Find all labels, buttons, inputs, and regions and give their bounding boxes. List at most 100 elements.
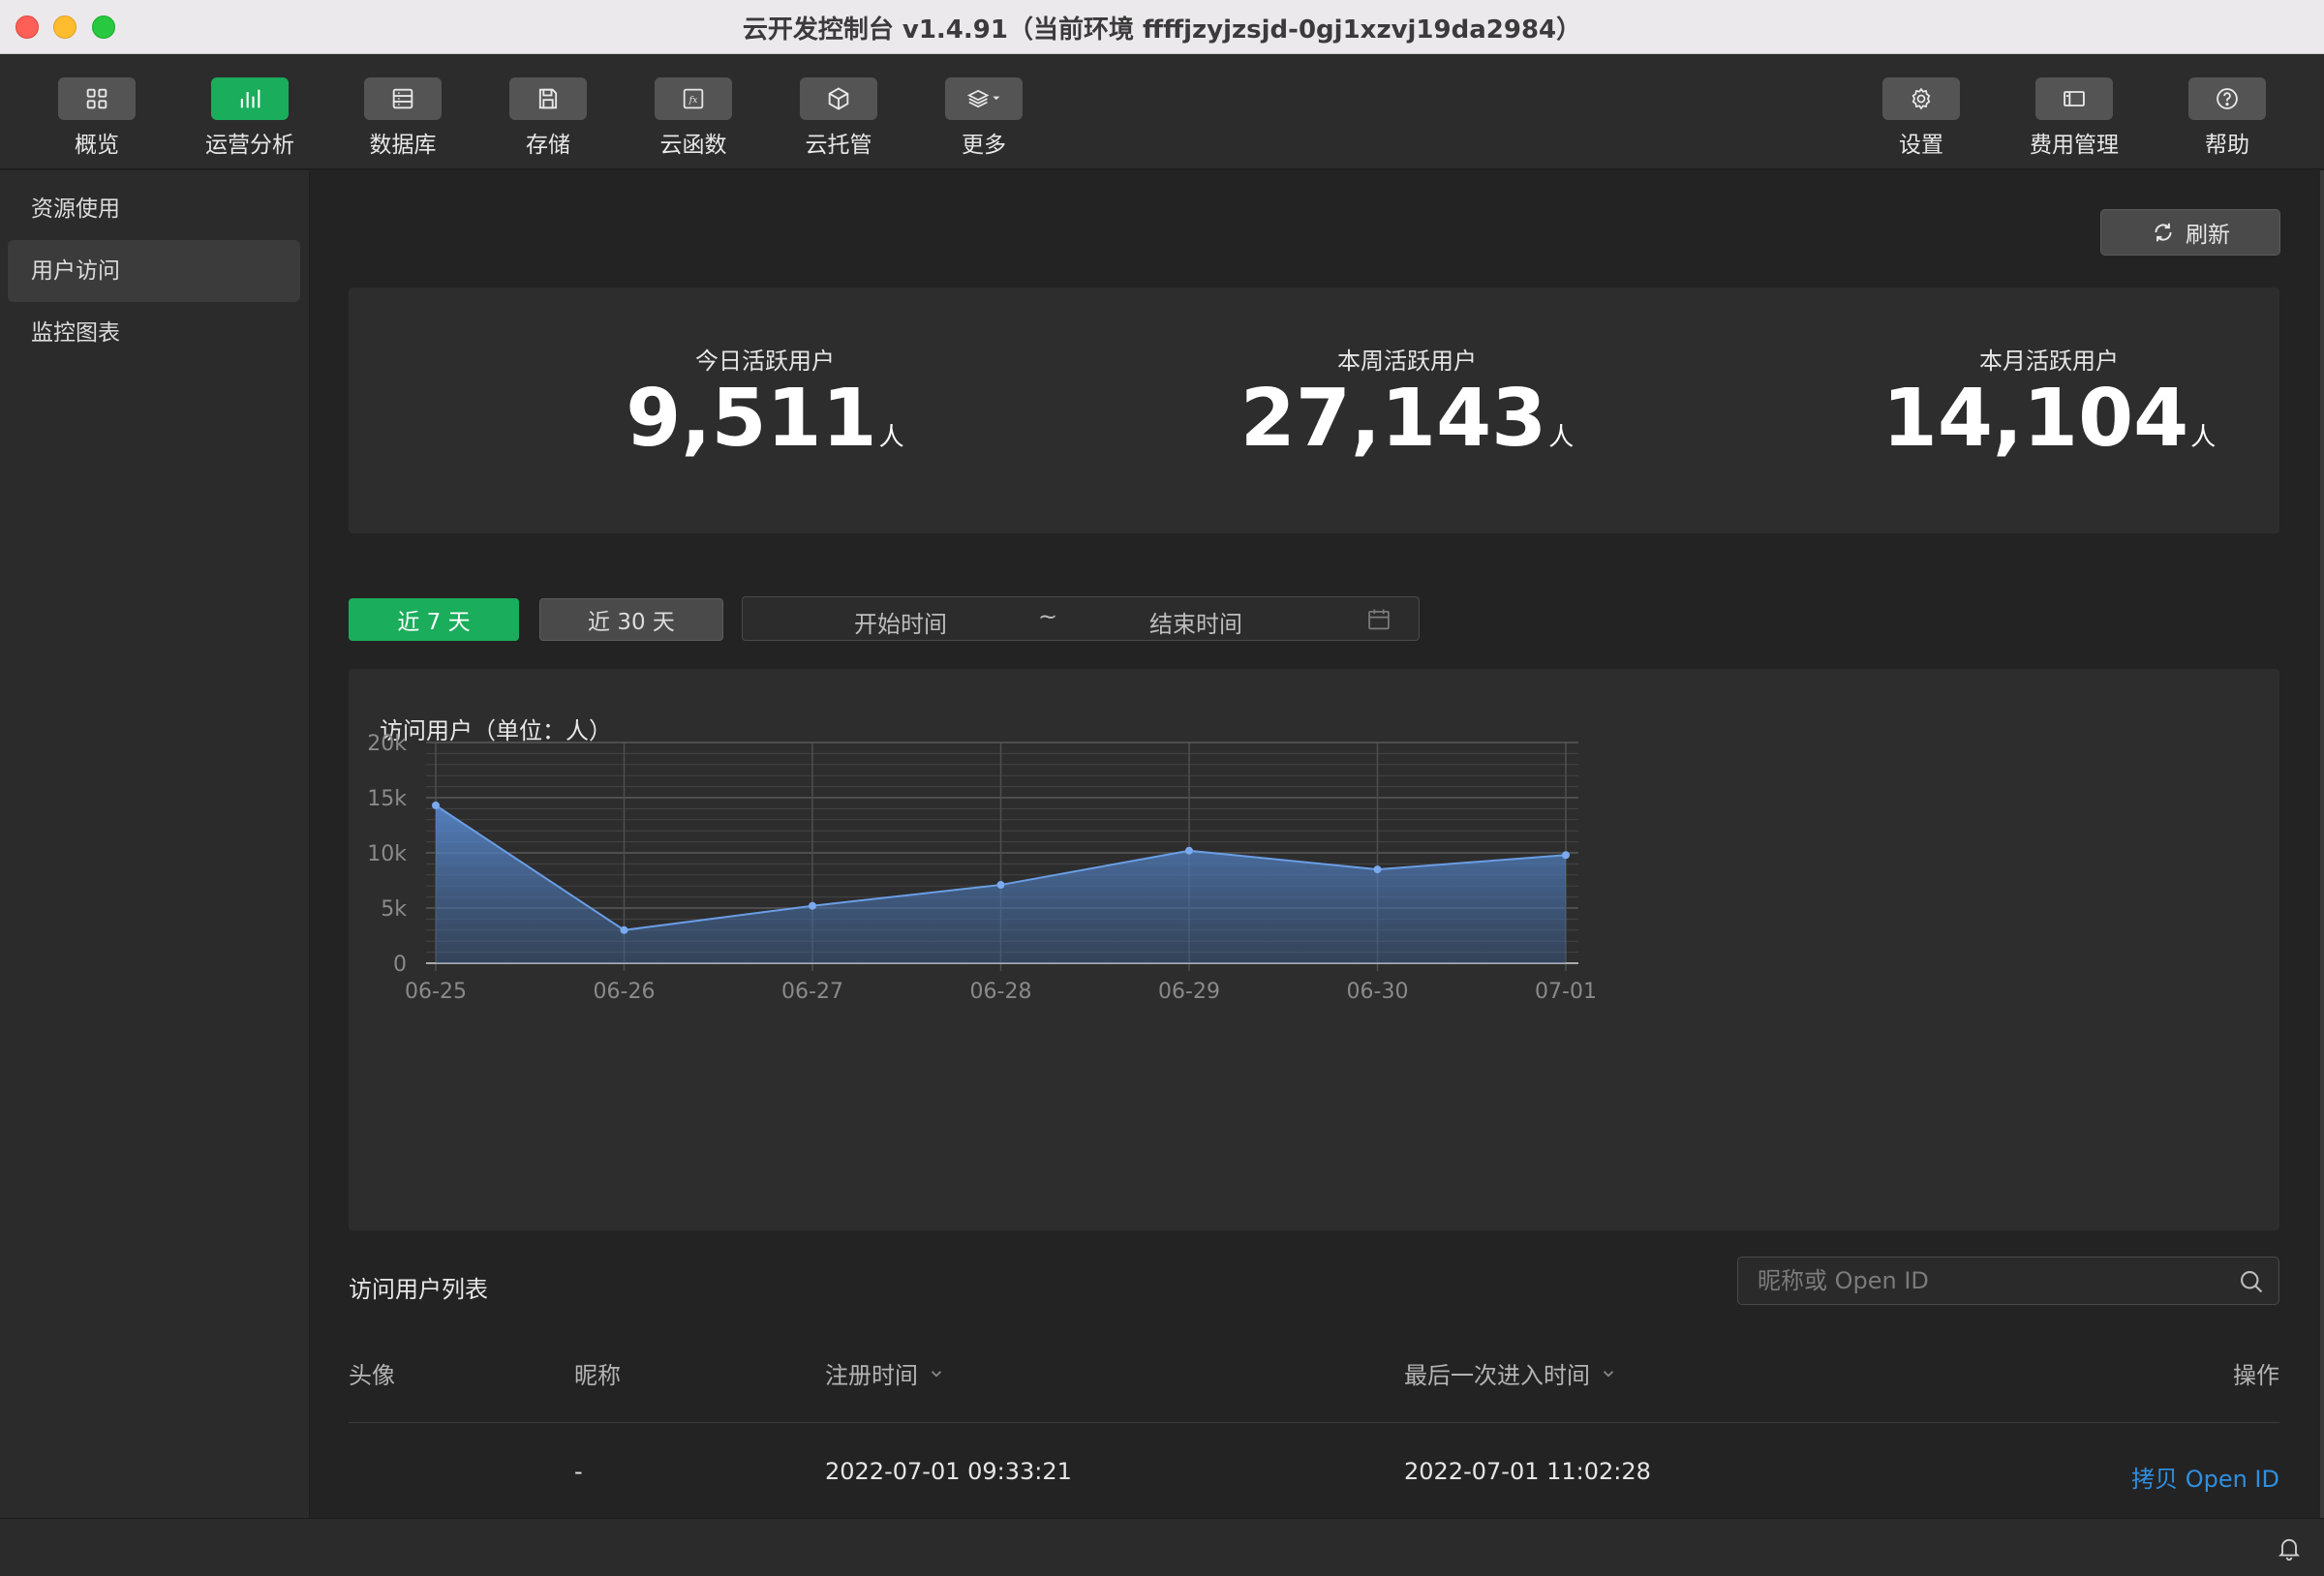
window-zoom-button[interactable] <box>92 15 115 39</box>
copy-openid-link[interactable]: 拷贝 Open ID <box>2131 1466 2279 1493</box>
date-range-picker[interactable]: 开始时间 ~ 结束时间 <box>742 596 1420 641</box>
toolbar-cloudrun-button[interactable]: 云托管 <box>785 77 892 165</box>
toolbar-settings-button[interactable]: 设置 <box>1868 77 1974 165</box>
user-search-field[interactable] <box>1737 1257 2279 1305</box>
chart-y-tick-label: 15k <box>367 787 407 811</box>
stats-panel: 今日活跃用户 9,511人 本周活跃用户 27,143人 本月活跃用户 14,1… <box>349 288 2279 533</box>
save-disk-icon <box>509 77 587 120</box>
refresh-icon <box>2155 223 2172 242</box>
visits-chart-card: 访问用户（单位：人） 0 5k 10k 15k 20k 06-25 06-26 06-27 06… <box>349 669 2279 1230</box>
column-header-avatar: 头像 <box>349 1362 395 1389</box>
chart-x-tick-label: 06-25 <box>405 980 467 1004</box>
range-7days-button[interactable]: 近 7 天 <box>349 598 519 641</box>
chart-x-tick-label: 06-26 <box>594 980 656 1004</box>
search-icon[interactable] <box>2238 1268 2265 1295</box>
bar-chart-icon <box>211 77 289 120</box>
user-list-title: 访问用户列表 <box>349 1276 488 1303</box>
chart-x-tick-label: 06-27 <box>781 980 843 1004</box>
stat-label: 今日活跃用户 <box>695 348 835 375</box>
range-30days-button[interactable]: 近 30 天 <box>539 598 723 641</box>
toolbar-label: 概览 <box>75 133 119 158</box>
chart-y-tick-label: 5k <box>381 897 407 922</box>
toolbar-label: 更多 <box>962 133 1006 158</box>
database-icon <box>364 77 442 120</box>
toolbar-label: 运营分析 <box>205 133 294 158</box>
toolbar-label: 数据库 <box>369 133 437 158</box>
stat-value: 9,511人 <box>626 373 904 465</box>
chart-x-tick-label: 06-28 <box>970 980 1032 1004</box>
chart-data-point[interactable] <box>1562 851 1570 860</box>
sidebar-item-resource-usage[interactable]: 资源使用 <box>31 197 120 222</box>
chart-y-tick-label: 20k <box>367 732 407 756</box>
main-content: 刷新 今日活跃用户 9,511人 本周活跃用户 27,143人 本月活跃用户 1… <box>311 170 2324 1518</box>
row-nickname: - <box>574 1458 583 1485</box>
toolbar-more-button[interactable]: 更多 <box>931 77 1037 165</box>
chart-data-point[interactable] <box>809 901 816 910</box>
billing-icon <box>2035 77 2113 120</box>
column-header-last-enter-time[interactable]: 最后一次进入时间 <box>1404 1356 1617 1390</box>
stat-today: 今日活跃用户 9,511人 <box>523 288 1007 533</box>
refresh-button[interactable]: 刷新 <box>2100 209 2280 256</box>
row-last-enter-time: 2022-07-01 11:02:28 <box>1404 1458 1651 1485</box>
toolbar-overview-button[interactable]: 概览 <box>44 77 150 165</box>
function-icon: fx <box>655 77 732 120</box>
chart-x-tick-label: 07-01 <box>1535 980 1597 1004</box>
date-range-separator: ~ <box>1038 603 1058 630</box>
stat-label: 本月活跃用户 <box>1979 348 2119 375</box>
toolbar-billing-button[interactable]: 费用管理 <box>2021 77 2127 165</box>
toolbar-storage-button[interactable]: 存储 <box>495 77 601 165</box>
chart-data-point[interactable] <box>996 881 1005 890</box>
toolbar-label: 设置 <box>1899 133 1943 158</box>
row-register-time: 2022-07-01 09:33:21 <box>825 1458 1072 1485</box>
toolbar-label: 存储 <box>526 133 570 158</box>
chart-data-point[interactable] <box>1185 846 1193 855</box>
window-title: 云开发控制台 v1.4.91（当前环境 ffffjzyjzsjd-0gj1xzv… <box>742 15 1582 45</box>
chart-data-point[interactable] <box>620 925 628 934</box>
toolbar-help-button[interactable]: 帮助 <box>2174 77 2280 165</box>
sidebar-item-user-access[interactable]: 用户访问 <box>8 240 300 302</box>
chart-y-tick-label: 10k <box>367 842 407 866</box>
column-header-action: 操作 <box>2233 1362 2279 1389</box>
bell-icon[interactable] <box>2276 1534 2303 1561</box>
main-toolbar: 概览 运营分析 数据库 存储 fx 云函数 云托管 更多 <box>0 55 2324 169</box>
sidebar: 资源使用 用户访问 监控图表 <box>0 170 310 1518</box>
grid-icon <box>58 77 136 120</box>
window-minimize-button[interactable] <box>53 15 76 39</box>
stat-week: 本周活跃用户 27,143人 <box>1165 288 1649 533</box>
status-bar <box>0 1518 2324 1576</box>
chart-x-tick-label: 06-30 <box>1347 980 1409 1004</box>
toolbar-label: 帮助 <box>2205 133 2249 158</box>
toolbar-label: 云函数 <box>659 133 727 158</box>
chart-area-fill <box>436 804 1566 963</box>
column-header-nickname: 昵称 <box>574 1362 621 1389</box>
chart-data-point[interactable] <box>1373 865 1382 874</box>
toolbar-label: 费用管理 <box>2030 133 2119 158</box>
chevron-down-icon[interactable] <box>1600 1365 1617 1382</box>
title-bar: 云开发控制台 v1.4.91（当前环境 ffffjzyjzsjd-0gj1xzv… <box>0 0 2324 54</box>
start-date-input[interactable]: 开始时间 <box>854 611 947 638</box>
user-search-input[interactable] <box>1758 1263 2222 1298</box>
stat-label: 本周活跃用户 <box>1337 348 1477 375</box>
toolbar-database-button[interactable]: 数据库 <box>350 77 456 165</box>
gear-icon <box>1882 77 1960 120</box>
chart-x-tick-label: 06-29 <box>1158 980 1220 1004</box>
svg-text:fx: fx <box>688 95 698 106</box>
column-header-register-time[interactable]: 注册时间 <box>825 1356 945 1390</box>
table-header-divider <box>349 1422 2279 1423</box>
scrollbar-track[interactable] <box>2320 170 2324 1518</box>
sidebar-item-monitor-charts[interactable]: 监控图表 <box>31 320 120 346</box>
help-icon <box>2188 77 2266 120</box>
end-date-input[interactable]: 结束时间 <box>1149 611 1242 638</box>
refresh-label: 刷新 <box>2186 223 2230 248</box>
stat-value: 27,143人 <box>1239 373 1575 465</box>
window-close-button[interactable] <box>15 15 39 39</box>
chart-data-point[interactable] <box>432 801 440 809</box>
toolbar-label: 云托管 <box>805 133 872 158</box>
layers-icon <box>945 77 1023 120</box>
chevron-down-icon[interactable] <box>928 1365 945 1382</box>
toolbar-functions-button[interactable]: fx 云函数 <box>640 77 747 165</box>
stat-month: 本月活跃用户 14,104人 <box>1807 288 2291 533</box>
visits-area-chart: 0 5k 10k 15k 20k 06-25 06-26 06-27 06-28 06-29 06-… <box>367 732 1597 1004</box>
chart-y-tick-label: 0 <box>393 953 407 977</box>
toolbar-analytics-button[interactable]: 运营分析 <box>197 77 303 165</box>
